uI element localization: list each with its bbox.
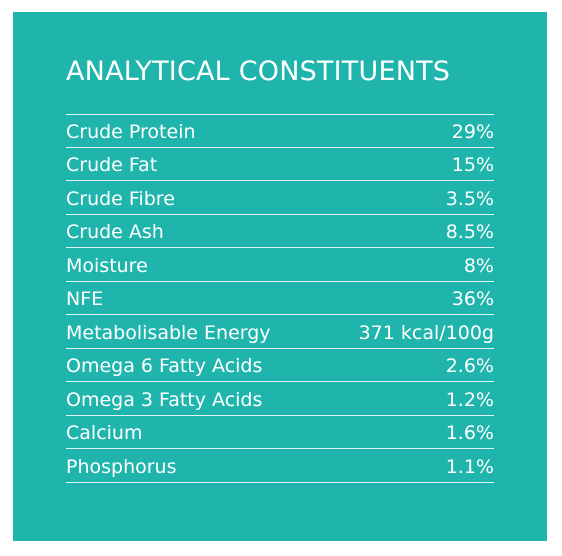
row-value: 1.2% xyxy=(445,388,494,411)
table-row-crude-ash: Crude Ash 8.5% xyxy=(66,215,494,248)
row-label: Omega 3 Fatty Acids xyxy=(66,388,263,411)
row-value: 1.6% xyxy=(445,422,494,444)
row-value: 371 kcal/100g xyxy=(358,321,494,344)
row-label: Metabolisable Energy xyxy=(66,321,271,344)
row-label: Crude Fat xyxy=(66,154,158,176)
row-value: 36% xyxy=(451,288,494,310)
table-row-crude-fat: Crude Fat 15% xyxy=(66,148,494,181)
table-row-crude-fibre: Crude Fibre 3.5% xyxy=(66,181,494,215)
row-value: 2.6% xyxy=(445,355,494,377)
row-label: NFE xyxy=(66,288,104,310)
table-row-crude-protein: Crude Protein 29% xyxy=(66,114,494,148)
constituents-panel: ANALYTICAL CONSTITUENTS Crude Protein 29… xyxy=(13,12,547,541)
row-label: Omega 6 Fatty Acids xyxy=(66,355,263,377)
table-row-moisture: Moisture 8% xyxy=(66,248,494,282)
table-row-nfe: NFE 36% xyxy=(66,282,494,315)
row-value: 1.1% xyxy=(445,455,494,478)
row-label: Phosphorus xyxy=(66,455,177,478)
row-value: 15% xyxy=(451,154,494,176)
row-label: Crude Fibre xyxy=(66,187,175,210)
row-value: 29% xyxy=(451,120,494,143)
row-value: 8.5% xyxy=(445,221,494,243)
row-value: 8% xyxy=(463,254,494,277)
panel-title: ANALYTICAL CONSTITUENTS xyxy=(66,56,451,87)
row-label: Crude Ash xyxy=(66,221,164,243)
row-label: Moisture xyxy=(66,254,148,277)
table-row-omega-6: Omega 6 Fatty Acids 2.6% xyxy=(66,349,494,382)
constituents-table: Crude Protein 29% Crude Fat 15% Crude Fi… xyxy=(66,114,494,483)
table-row-metabolisable-energy: Metabolisable Energy 371 kcal/100g xyxy=(66,315,494,349)
row-label: Crude Protein xyxy=(66,120,196,143)
table-row-omega-3: Omega 3 Fatty Acids 1.2% xyxy=(66,382,494,416)
row-value: 3.5% xyxy=(445,187,494,210)
table-row-calcium: Calcium 1.6% xyxy=(66,416,494,449)
row-label: Calcium xyxy=(66,422,143,444)
table-row-phosphorus: Phosphorus 1.1% xyxy=(66,449,494,483)
